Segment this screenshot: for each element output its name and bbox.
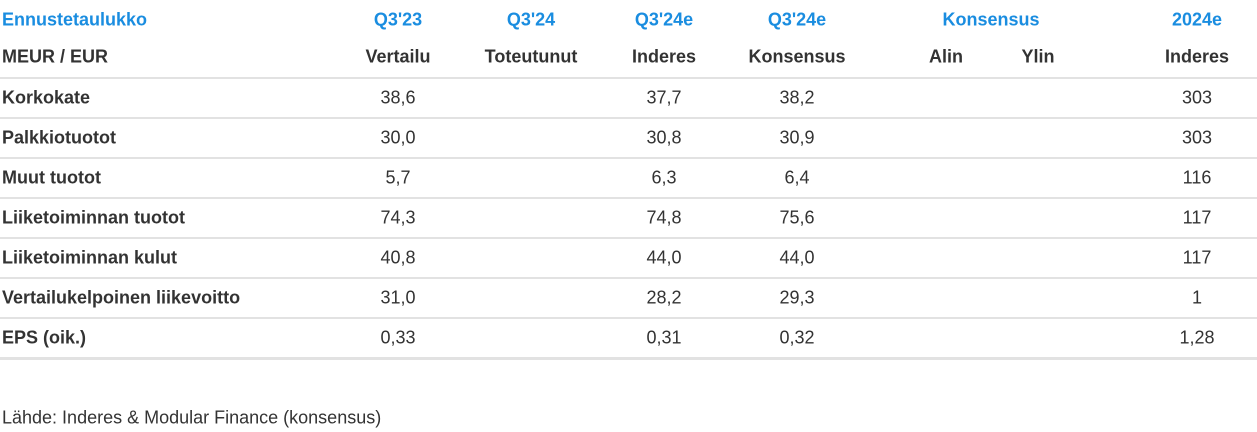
header-cell: Q3'23: [373, 9, 423, 30]
cell: 44,0: [779, 247, 815, 268]
subheader-cell: Alin: [929, 46, 963, 67]
header-cell: Q3'24: [506, 9, 556, 30]
cell: 30,0: [380, 127, 416, 148]
row-divider: [0, 157, 1257, 159]
subheader-cell: Vertailu: [365, 46, 431, 67]
source-note: Lähde: Inderes & Modular Finance (konsen…: [2, 407, 382, 428]
row-divider: [0, 277, 1257, 279]
cell: 0,31: [646, 327, 682, 348]
subheader-cell: Toteutunut: [484, 46, 578, 67]
subheader-cell: Inderes: [1164, 46, 1230, 67]
cell: 30,8: [646, 127, 682, 148]
row-divider: [0, 197, 1257, 199]
header-cell: 2024e: [1171, 9, 1223, 30]
row-divider: [0, 77, 1257, 79]
cell: 116: [1182, 167, 1212, 188]
cell: 74,8: [646, 207, 682, 228]
cell: 29,3: [779, 287, 815, 308]
cell: 117: [1182, 247, 1212, 268]
cell: 303: [1181, 87, 1213, 108]
row-divider: [0, 117, 1257, 119]
subheader-cell: Konsensus: [748, 46, 846, 67]
cell: 117: [1182, 207, 1212, 228]
cell: 37,7: [646, 87, 682, 108]
subheader-cell: MEUR / EUR: [2, 46, 109, 67]
row-label: Palkkiotuotot: [2, 127, 117, 148]
cell: 44,0: [646, 247, 682, 268]
cell: 38,2: [779, 87, 815, 108]
row-divider: [0, 357, 1257, 360]
cell: 303: [1181, 127, 1213, 148]
cell: 6,3: [651, 167, 677, 188]
subheader-cell: Ylin: [1021, 46, 1055, 67]
header-cell: Q3'24e: [767, 9, 827, 30]
cell: 38,6: [380, 87, 416, 108]
row-divider: [0, 237, 1257, 239]
cell: 74,3: [380, 207, 416, 228]
cell: 75,6: [779, 207, 815, 228]
subheader-cell: Inderes: [631, 46, 697, 67]
cell: 30,9: [779, 127, 815, 148]
cell: 0,32: [779, 327, 815, 348]
row-label: Vertailukelpoinen liikevoitto: [2, 287, 241, 308]
cell: 6,4: [784, 167, 810, 188]
cell: 28,2: [646, 287, 682, 308]
cell: 31,0: [380, 287, 416, 308]
row-divider: [0, 317, 1257, 319]
row-label: Muut tuotot: [2, 167, 101, 188]
header-cell: Konsensus: [942, 9, 1040, 30]
row-label: EPS (oik.): [2, 327, 87, 348]
cell: 40,8: [380, 247, 416, 268]
cell: 5,7: [385, 167, 411, 188]
row-label: Korkokate: [2, 87, 91, 108]
row-label: Liiketoiminnan kulut: [2, 247, 178, 268]
cell: 1,28: [1179, 327, 1215, 348]
header-cell: Q3'24e: [634, 9, 694, 30]
cell: 0,33: [380, 327, 416, 348]
header-cell: Ennustetaulukko: [2, 9, 148, 30]
row-label: Liiketoiminnan tuotot: [2, 207, 185, 228]
cell: 1: [1191, 287, 1203, 308]
